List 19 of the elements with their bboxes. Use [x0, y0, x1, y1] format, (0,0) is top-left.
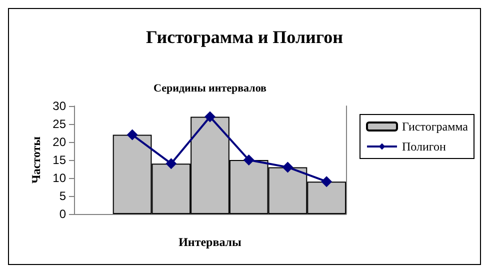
x-axis-title: Интервалы — [178, 235, 242, 249]
legend-label: Полигон — [402, 140, 447, 154]
y-tick-label: 20 — [52, 135, 66, 149]
y-tick-label: 10 — [52, 171, 66, 185]
y-tick-label: 30 — [52, 99, 66, 113]
point — [243, 154, 254, 166]
point — [204, 111, 216, 122]
point — [282, 162, 294, 173]
chart-title: Гистограмма и Полигон — [146, 27, 344, 47]
y-tick-label: 0 — [59, 207, 66, 221]
legend-label: Гистограмма — [402, 120, 469, 134]
y-tick-label: 5 — [59, 189, 66, 203]
y-tick-label: 25 — [52, 117, 66, 131]
y-axis-title: Частоты — [28, 136, 43, 184]
point — [166, 158, 177, 170]
point — [321, 176, 332, 188]
x2-axis-title: Серидины интервалов — [154, 82, 267, 94]
y-tick-label: 15 — [52, 153, 66, 167]
point — [126, 129, 138, 140]
